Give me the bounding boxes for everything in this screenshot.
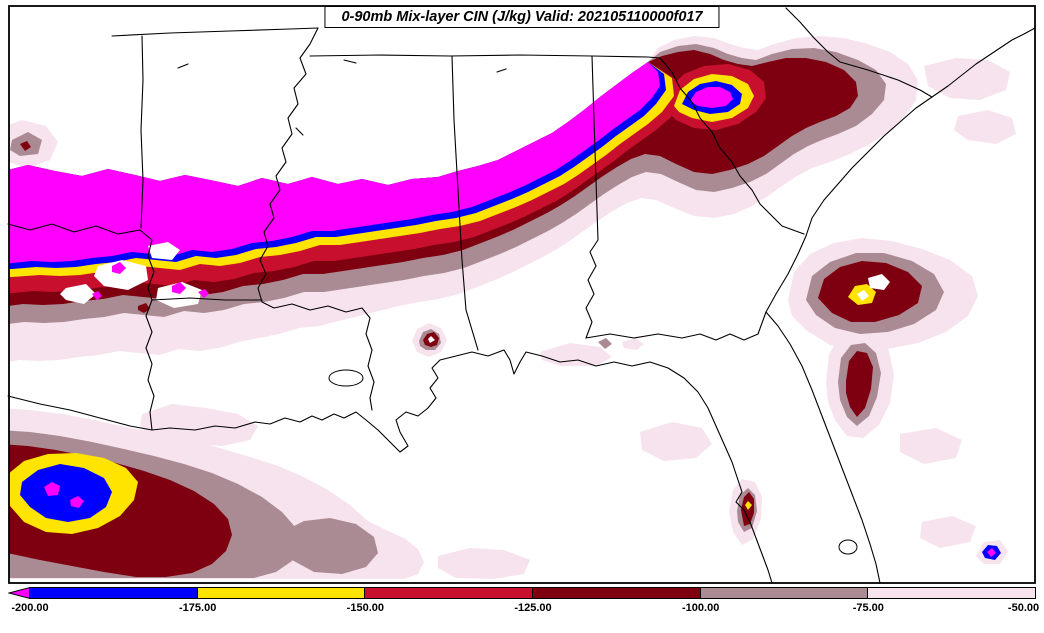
cin-level-magenta [9,62,996,557]
tick-label: -75.00 [852,602,884,614]
small-river-mark-4 [496,68,507,73]
lake-okeechobee [838,539,858,555]
border-al-ga [585,55,599,339]
colorbar: -200.00 -175.00 -150.00 -125.00 -100.00 … [8,587,1040,619]
title-text: 0-90mb Mix-layer CIN (J/kg) Valid: 20210… [341,9,703,25]
colorbar-strip [8,587,1037,599]
colorbar-segment-mauve [699,587,869,599]
border-tn-south [309,54,661,59]
small-river-mark-1 [177,63,189,69]
border-ga-sc [659,57,805,235]
mississippi-river [257,27,375,411]
colorbar-segment-yellow [196,587,366,599]
colorbar-segment-pale-pink [867,587,1037,599]
border-ar-la [151,297,263,301]
colorbar-underflow-segment [8,587,30,599]
lake-pontchartrain [328,369,364,387]
contour-fills [9,36,1016,579]
page-title: 0-90mb Mix-layer CIN (J/kg) Valid: 20210… [324,6,720,28]
colorbar-segment-blue [29,587,198,599]
left-arrow-icon [8,587,30,599]
border-ms-al [451,55,479,351]
gulf-coastline [7,349,773,584]
colorbar-segment-red [364,587,534,599]
border-ok-ar [140,35,144,229]
border-tx-ok-ar-la [7,223,155,431]
colorbar-tick-labels: -200.00 -175.00 -150.00 -125.00 -100.00 … [8,599,1040,615]
tick-label: -100.00 [682,602,720,614]
tick-label: -200.00 [11,602,49,614]
tick-label: -175.00 [179,602,217,614]
contour-speckles [92,262,209,313]
state-boundaries [7,7,1036,584]
small-river-mark-3 [295,127,304,136]
border-ga-fl [585,311,767,341]
border-mo-ar [111,27,319,37]
colorbar-segment-dark-red [532,587,701,599]
border-nc-sc [785,7,933,98]
tick-label: -150.00 [346,602,384,614]
atlantic-coastline [765,27,1036,584]
tick-label: -50.00 [1007,602,1040,614]
small-river-mark-2 [343,59,357,64]
tick-label: -125.00 [514,602,552,614]
contour-holes [60,242,890,343]
